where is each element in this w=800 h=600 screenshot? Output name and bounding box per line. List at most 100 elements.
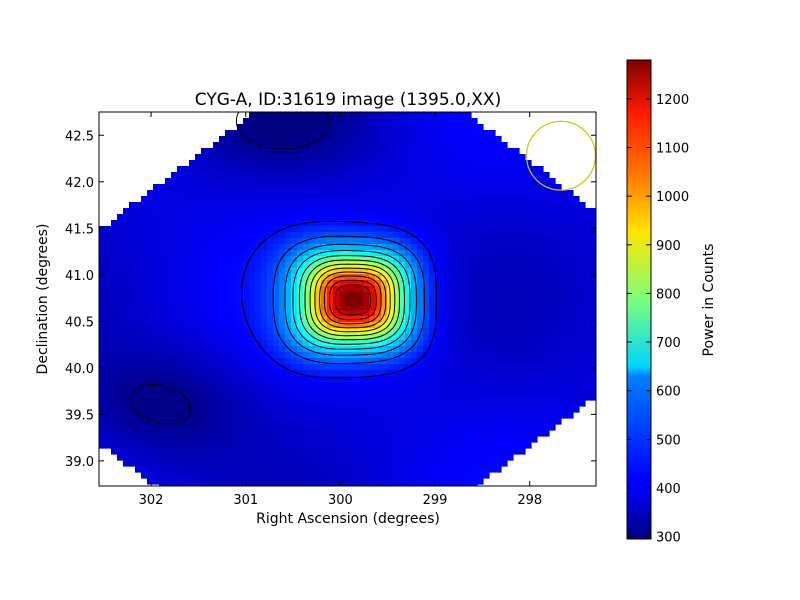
image-cell: [225, 478, 232, 485]
image-cell: [339, 256, 346, 263]
image-cell: [357, 364, 364, 371]
image-cell: [177, 358, 184, 365]
image-cell: [123, 424, 130, 431]
image-cell: [321, 400, 328, 407]
image-cell: [555, 286, 562, 293]
image-cell: [315, 292, 322, 299]
image-cell: [405, 166, 412, 173]
image-cell: [171, 460, 178, 467]
image-cell: [273, 190, 280, 197]
image-cell: [189, 226, 196, 233]
image-cell: [225, 292, 232, 299]
image-cell: [351, 250, 358, 257]
image-cell: [255, 430, 262, 437]
image-cell: [207, 310, 214, 317]
image-cell: [201, 226, 208, 233]
image-cell: [141, 286, 148, 293]
image-cell: [123, 364, 130, 371]
image-cell: [285, 352, 292, 359]
image-cell: [399, 442, 406, 449]
image-cell: [417, 436, 424, 443]
image-cell: [147, 460, 154, 467]
image-cell: [195, 448, 202, 455]
image-cell: [159, 352, 166, 359]
image-cell: [477, 340, 484, 347]
image-cell: [435, 472, 442, 479]
image-cell: [123, 358, 130, 365]
image-cell: [459, 370, 466, 377]
image-cell: [579, 304, 586, 311]
image-cell: [339, 154, 346, 161]
image-cell: [309, 112, 316, 119]
image-cell: [435, 154, 442, 161]
image-cell: [297, 172, 304, 179]
image-cell: [153, 376, 160, 383]
image-cell: [105, 406, 112, 413]
image-cell: [111, 436, 118, 443]
image-cell: [411, 208, 418, 215]
image-cell: [249, 304, 256, 311]
image-cell: [303, 454, 310, 461]
image-cell: [345, 418, 352, 425]
image-cell: [219, 340, 226, 347]
image-cell: [471, 394, 478, 401]
image-cell: [525, 376, 532, 383]
image-cell: [153, 394, 160, 401]
image-cell: [195, 292, 202, 299]
image-cell: [447, 310, 454, 317]
image-cell: [453, 364, 460, 371]
image-cell: [441, 430, 448, 437]
image-cell: [249, 148, 256, 155]
image-cell: [297, 136, 304, 143]
image-cell: [483, 238, 490, 245]
image-cell: [153, 436, 160, 443]
image-cell: [537, 310, 544, 317]
image-cell: [411, 424, 418, 431]
image-cell: [441, 280, 448, 287]
image-cell: [435, 310, 442, 317]
image-cell: [573, 382, 580, 389]
image-cell: [435, 412, 442, 419]
image-cell: [387, 472, 394, 479]
image-cell: [465, 154, 472, 161]
image-cell: [171, 358, 178, 365]
image-cell: [141, 316, 148, 323]
image-cell: [357, 442, 364, 449]
image-cell: [429, 406, 436, 413]
image-cell: [435, 214, 442, 221]
image-cell: [429, 382, 436, 389]
image-cell: [171, 340, 178, 347]
image-cell: [351, 262, 358, 269]
image-cell: [339, 262, 346, 269]
image-cell: [501, 448, 508, 455]
image-cell: [429, 304, 436, 311]
image-cell: [573, 298, 580, 305]
image-cell: [267, 394, 274, 401]
image-cell: [369, 442, 376, 449]
image-cell: [459, 220, 466, 227]
image-cell: [483, 346, 490, 353]
image-cell: [285, 310, 292, 317]
image-cell: [591, 304, 596, 311]
image-cell: [255, 268, 262, 275]
image-cell: [555, 190, 562, 197]
image-cell: [351, 298, 358, 305]
image-cell: [231, 400, 238, 407]
image-cell: [213, 190, 220, 197]
image-cell: [273, 382, 280, 389]
image-cell: [399, 178, 406, 185]
image-cell: [405, 280, 412, 287]
image-cell: [549, 244, 556, 251]
image-cell: [489, 442, 496, 449]
image-cell: [351, 292, 358, 299]
image-cell: [207, 238, 214, 245]
image-cell: [453, 436, 460, 443]
image-cell: [207, 388, 214, 395]
image-cell: [471, 238, 478, 245]
image-cell: [231, 436, 238, 443]
image-cell: [249, 160, 256, 167]
image-cell: [237, 340, 244, 347]
image-cell: [393, 472, 400, 479]
image-cell: [279, 298, 286, 305]
image-cell: [345, 184, 352, 191]
